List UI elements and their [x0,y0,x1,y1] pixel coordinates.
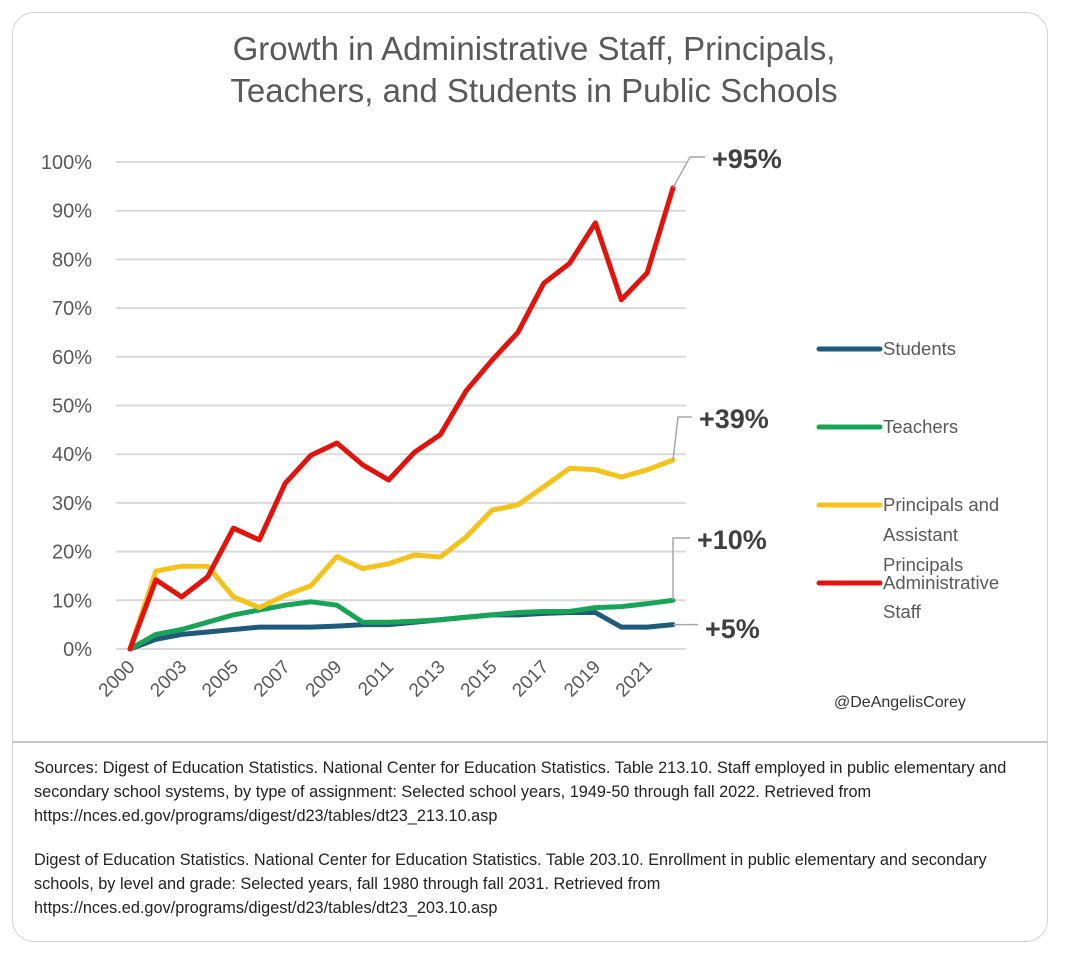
callout-leader [672,416,692,461]
y-tick-label: 40% [52,444,92,466]
x-tick-label: 2019 [560,657,605,702]
x-tick-label: 2007 [250,657,295,702]
x-tick-label: 2017 [509,657,554,702]
legend-label: Administrative [883,572,999,593]
x-tick-label: 2003 [147,657,192,702]
x-tick-label: 2015 [457,657,502,702]
x-tick-label: 2013 [405,657,450,702]
x-tick-label: 2011 [354,657,398,701]
source-note: Digest of Education Statistics. National… [34,851,987,917]
y-tick-label: 50% [52,396,92,418]
series-line-principals-and-assistant-principals [127,457,676,652]
sources: Sources: Digest of Education Statistics.… [34,756,1044,940]
chart-card [12,12,1048,942]
x-tick-label: 2009 [302,657,347,702]
callout-leader [672,537,690,601]
y-tick-label: 10% [52,590,92,612]
callout-leader [672,156,705,189]
chart-title-line: Growth in Administrative Staff, Principa… [232,30,836,67]
y-tick-label: 100% [41,152,92,174]
y-tick-label: 0% [63,639,92,661]
chart-title: Growth in Administrative Staff, Principa… [0,28,1068,112]
end-value-label: +5% [705,614,760,644]
end-value-label: +10% [697,525,767,555]
chart-title-line: Teachers, and Students in Public Schools [230,72,838,109]
y-tick-label: 20% [52,542,92,564]
series-line-students [127,610,676,652]
end-value-label: +39% [699,404,769,434]
x-tick-label: 2000 [95,657,140,702]
legend-label: Principals [883,554,963,575]
x-tick-label: 2021 [612,657,657,702]
y-tick-label: 70% [52,298,92,320]
legend-label: Teachers [883,416,958,437]
legend-label: Assistant [883,524,958,545]
y-tick-label: 80% [52,249,92,271]
legend-label: Principals and [883,494,999,515]
legend-label: Staff [883,601,922,622]
y-tick-label: 30% [52,493,92,515]
attribution: @DeAngelisCorey [834,694,966,711]
source-note: Sources: Digest of Education Statistics.… [34,759,1007,825]
x-tick-label: 2005 [198,657,243,702]
y-tick-label: 90% [52,201,92,223]
line-chart: 0%10%20%30%40%50%60%70%80%90%100%2000 200… [41,144,999,702]
series-line-teachers [127,597,676,652]
y-tick-label: 60% [52,347,92,369]
legend-label: Students [883,338,956,359]
series-line-administrative-staff [127,185,676,652]
end-value-label: +95% [712,144,782,174]
divider [13,741,1047,743]
